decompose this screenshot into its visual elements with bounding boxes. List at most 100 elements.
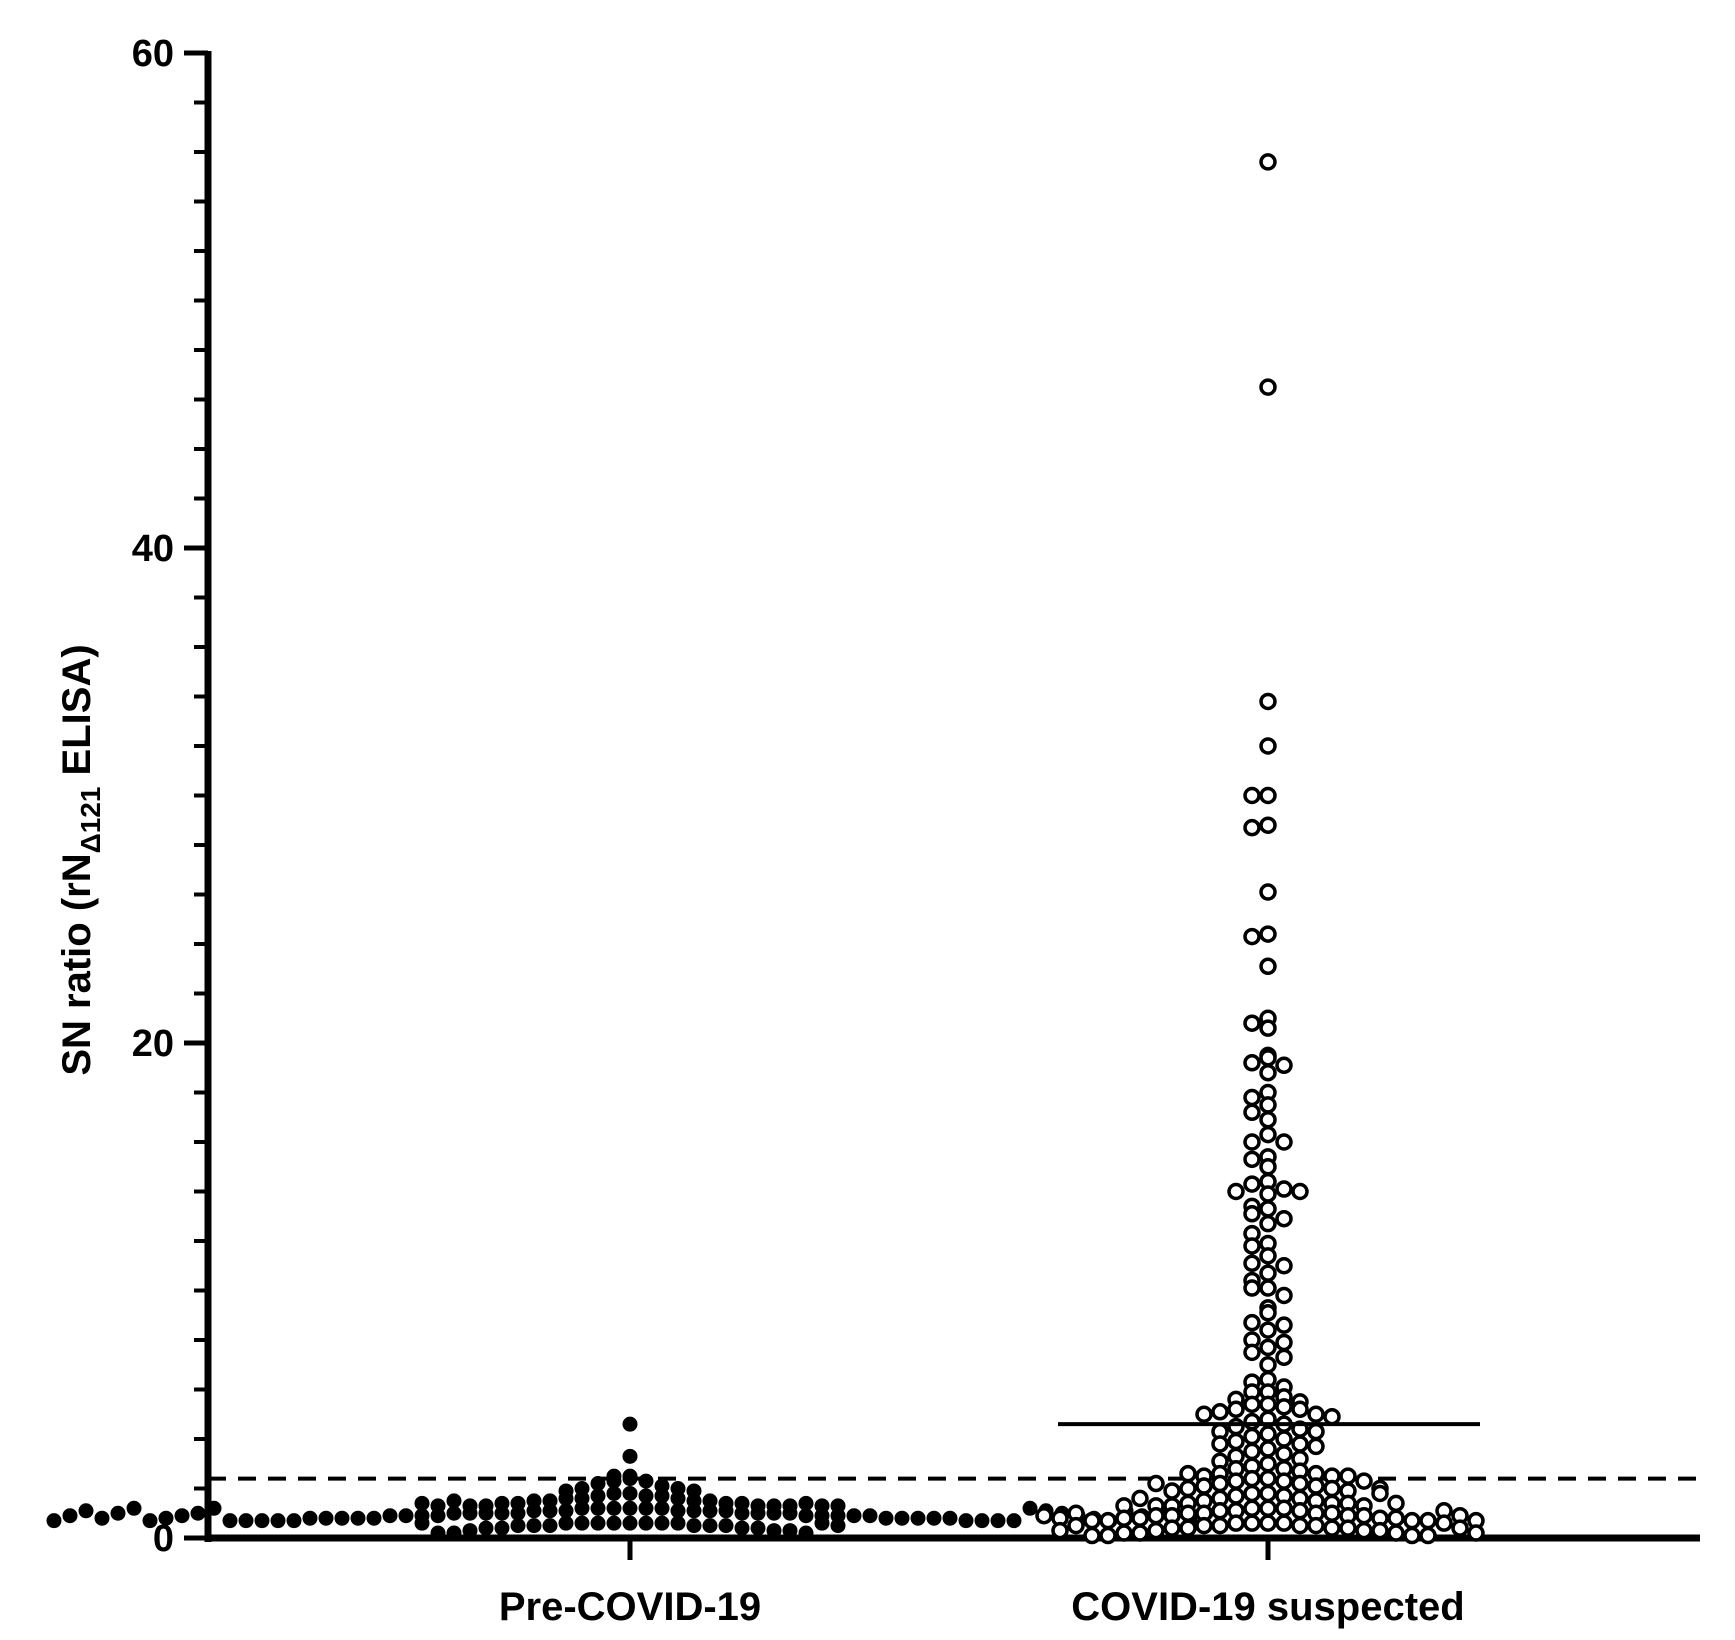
point-covid-suspected xyxy=(1419,1511,1437,1530)
point-covid-suspected xyxy=(1259,1019,1277,1037)
point-covid-suspected xyxy=(1259,1499,1277,1518)
point-pre-covid xyxy=(382,1508,398,1524)
point-pre-covid xyxy=(494,1520,510,1536)
point-pre-covid xyxy=(702,1503,718,1519)
point-pre-covid xyxy=(94,1510,110,1526)
point-pre-covid xyxy=(654,1500,670,1516)
point-pre-covid xyxy=(590,1515,606,1531)
point-covid-suspected xyxy=(1147,1506,1165,1525)
point-pre-covid xyxy=(126,1500,142,1516)
point-covid-suspected xyxy=(1243,1442,1261,1461)
point-covid-suspected xyxy=(1275,1430,1293,1448)
point-pre-covid xyxy=(446,1525,462,1541)
point-pre-covid xyxy=(318,1510,334,1526)
point-pre-covid xyxy=(750,1520,766,1536)
point-covid-suspected xyxy=(1227,1417,1245,1436)
point-pre-covid xyxy=(734,1505,750,1521)
point-covid-suspected xyxy=(1259,1200,1277,1218)
point-covid-suspected xyxy=(1371,1521,1389,1540)
point-covid-suspected xyxy=(1243,1313,1261,1332)
point-covid-suspected xyxy=(1275,1472,1293,1490)
point-covid-suspected xyxy=(1211,1516,1229,1535)
point-covid-suspected xyxy=(1275,1056,1293,1075)
point-covid-suspected xyxy=(1259,1395,1277,1414)
point-pre-covid xyxy=(926,1510,942,1526)
point-pre-covid xyxy=(542,1518,558,1534)
point-covid-suspected xyxy=(1275,1133,1293,1151)
point-covid-suspected xyxy=(1131,1489,1149,1508)
point-covid-suspected xyxy=(1131,1524,1149,1542)
point-covid-suspected xyxy=(1243,1484,1261,1503)
point-pre-covid xyxy=(574,1500,590,1516)
point-pre-covid xyxy=(974,1513,990,1529)
point-pre-covid xyxy=(638,1473,654,1489)
point-covid-suspected xyxy=(1307,1405,1325,1423)
point-covid-suspected xyxy=(1323,1479,1341,1498)
point-pre-covid xyxy=(414,1515,430,1531)
point-pre-covid xyxy=(718,1503,734,1519)
point-covid-suspected xyxy=(1275,1257,1293,1275)
y-axis-ticks: 0 20 40 60 xyxy=(132,33,208,1560)
point-covid-suspected xyxy=(1179,1504,1197,1522)
point-covid-suspected xyxy=(1259,1356,1277,1374)
point-pre-covid xyxy=(62,1508,78,1524)
point-covid-suspected xyxy=(1243,1254,1261,1273)
point-covid-suspected xyxy=(1339,1467,1357,1485)
point-pre-covid xyxy=(558,1515,574,1531)
point-covid-suspected xyxy=(1355,1472,1373,1490)
point-pre-covid xyxy=(494,1505,510,1521)
point-covid-suspected xyxy=(1227,1182,1245,1201)
point-covid-suspected xyxy=(1243,1279,1261,1297)
point-pre-covid xyxy=(606,1485,622,1501)
point-pre-covid xyxy=(350,1510,366,1526)
point-covid-suspected xyxy=(1243,1150,1261,1169)
point-pre-covid xyxy=(366,1510,382,1526)
point-covid-suspected xyxy=(1195,1405,1213,1423)
point-pre-covid xyxy=(622,1471,638,1487)
point-covid-suspected xyxy=(1227,1400,1245,1419)
point-covid-suspected xyxy=(1275,1209,1293,1228)
point-pre-covid xyxy=(286,1513,302,1529)
point-covid-suspected xyxy=(1227,1432,1245,1451)
point-pre-covid xyxy=(942,1510,958,1526)
point-covid-suspected xyxy=(1259,1049,1277,1067)
point-pre-covid xyxy=(622,1448,638,1464)
point-covid-suspected xyxy=(1147,1474,1165,1493)
point-covid-suspected xyxy=(1259,1063,1277,1082)
point-pre-covid xyxy=(798,1508,814,1524)
point-covid-suspected xyxy=(1435,1514,1453,1532)
point-covid-suspected xyxy=(1259,692,1277,711)
point-covid-suspected xyxy=(1115,1524,1133,1542)
point-covid-suspected xyxy=(1275,1514,1293,1532)
point-pre-covid xyxy=(686,1518,702,1534)
point-covid-suspected xyxy=(1211,1474,1229,1493)
point-covid-suspected xyxy=(1243,1133,1261,1151)
point-pre-covid xyxy=(430,1525,446,1541)
point-pre-covid xyxy=(638,1500,654,1516)
point-pre-covid xyxy=(174,1508,190,1524)
point-covid-suspected xyxy=(1275,1180,1293,1198)
point-covid-suspected xyxy=(1259,957,1277,976)
point-covid-suspected xyxy=(1355,1521,1373,1540)
point-covid-suspected xyxy=(1035,1506,1053,1525)
point-pre-covid xyxy=(814,1515,830,1531)
point-covid-suspected xyxy=(1099,1511,1117,1530)
point-covid-suspected xyxy=(1259,1321,1277,1339)
point-covid-suspected xyxy=(1387,1509,1405,1527)
point-covid-suspected xyxy=(1243,927,1261,946)
point-pre-covid xyxy=(574,1515,590,1531)
point-covid-suspected xyxy=(1259,737,1277,755)
point-pre-covid xyxy=(862,1508,878,1524)
point-covid-suspected xyxy=(1387,1494,1405,1513)
point-pre-covid xyxy=(846,1508,862,1524)
point-covid-suspected xyxy=(1243,1054,1261,1072)
y-axis-title-suffix: ELISA) xyxy=(55,644,99,786)
point-pre-covid xyxy=(766,1505,782,1521)
point-pre-covid xyxy=(526,1518,542,1534)
point-pre-covid xyxy=(78,1503,94,1519)
point-pre-covid xyxy=(158,1510,174,1526)
point-covid-suspected xyxy=(1259,1158,1277,1176)
point-covid-suspected xyxy=(1227,1487,1245,1505)
point-covid-suspected xyxy=(1291,1502,1309,1520)
point-pre-covid xyxy=(270,1513,286,1529)
